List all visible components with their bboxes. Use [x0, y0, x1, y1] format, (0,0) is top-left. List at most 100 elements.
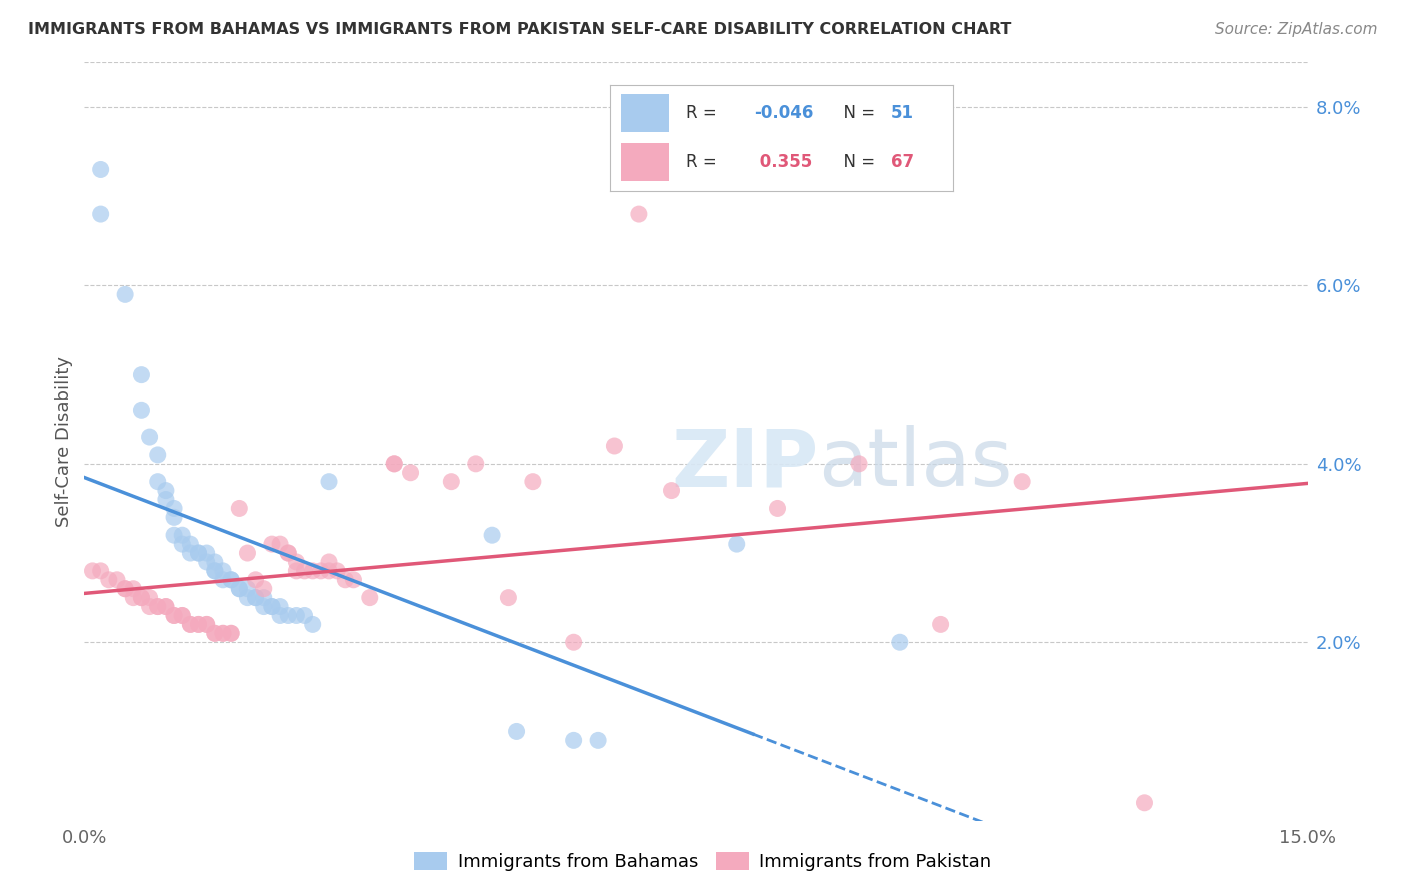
Point	[138, 591, 160, 605]
Point	[929, 617, 952, 632]
Point	[505, 724, 527, 739]
Legend: Immigrants from Bahamas, Immigrants from Pakistan: Immigrants from Bahamas, Immigrants from…	[408, 845, 998, 879]
Point	[481, 528, 503, 542]
Point	[464, 457, 486, 471]
Point	[163, 528, 186, 542]
Point	[90, 207, 112, 221]
Point	[131, 591, 153, 605]
Point	[285, 555, 308, 569]
Point	[155, 599, 177, 614]
Point	[236, 582, 259, 596]
Point	[399, 466, 422, 480]
Point	[195, 555, 218, 569]
Point	[114, 582, 136, 596]
Point	[245, 591, 267, 605]
Point	[253, 582, 276, 596]
Point	[195, 617, 218, 632]
Point	[1011, 475, 1033, 489]
Point	[277, 546, 299, 560]
Point	[260, 537, 283, 551]
Point	[146, 599, 169, 614]
Point	[146, 475, 169, 489]
Point	[219, 573, 242, 587]
Point	[114, 287, 136, 301]
Point	[285, 564, 308, 578]
Point	[260, 599, 283, 614]
Point	[146, 448, 169, 462]
Point	[146, 599, 169, 614]
Point	[766, 501, 789, 516]
Point	[179, 537, 201, 551]
Point	[318, 564, 340, 578]
Point	[627, 207, 650, 221]
Point	[204, 626, 226, 640]
Point	[155, 483, 177, 498]
Point	[179, 546, 201, 560]
Point	[359, 591, 381, 605]
Text: atlas: atlas	[818, 425, 1012, 503]
Point	[155, 599, 177, 614]
Point	[294, 564, 316, 578]
Point	[172, 537, 194, 551]
Point	[187, 617, 209, 632]
Point	[586, 733, 609, 747]
Point	[228, 582, 250, 596]
Text: Source: ZipAtlas.com: Source: ZipAtlas.com	[1215, 22, 1378, 37]
Point	[131, 403, 153, 417]
Point	[131, 368, 153, 382]
Point	[138, 599, 160, 614]
Point	[603, 439, 626, 453]
Point	[163, 608, 186, 623]
Point	[301, 617, 323, 632]
Point	[498, 591, 520, 605]
Point	[228, 501, 250, 516]
Point	[301, 564, 323, 578]
Point	[269, 537, 291, 551]
Point	[195, 617, 218, 632]
Point	[725, 537, 748, 551]
Point	[204, 555, 226, 569]
Point	[105, 573, 128, 587]
Point	[212, 564, 235, 578]
Point	[285, 608, 308, 623]
Point	[155, 492, 177, 507]
Point	[318, 555, 340, 569]
Point	[245, 573, 267, 587]
Point	[382, 457, 405, 471]
Point	[253, 599, 276, 614]
Point	[253, 591, 276, 605]
Point	[172, 608, 194, 623]
Text: ZIP: ZIP	[671, 425, 818, 503]
Point	[228, 582, 250, 596]
Point	[204, 626, 226, 640]
Point	[219, 626, 242, 640]
Point	[562, 733, 585, 747]
Point	[661, 483, 683, 498]
Point	[172, 608, 194, 623]
Point	[212, 626, 235, 640]
Point	[179, 617, 201, 632]
Point	[277, 546, 299, 560]
Point	[187, 617, 209, 632]
Point	[187, 546, 209, 560]
Point	[82, 564, 104, 578]
Point	[172, 528, 194, 542]
Point	[245, 591, 267, 605]
Text: IMMIGRANTS FROM BAHAMAS VS IMMIGRANTS FROM PAKISTAN SELF-CARE DISABILITY CORRELA: IMMIGRANTS FROM BAHAMAS VS IMMIGRANTS FR…	[28, 22, 1011, 37]
Point	[219, 626, 242, 640]
Point	[97, 573, 120, 587]
Point	[269, 599, 291, 614]
Point	[90, 564, 112, 578]
Point	[326, 564, 349, 578]
Point	[122, 582, 145, 596]
Point	[236, 546, 259, 560]
Point	[212, 573, 235, 587]
Point	[212, 626, 235, 640]
Point	[309, 564, 332, 578]
Point	[204, 564, 226, 578]
Point	[522, 475, 544, 489]
Point	[131, 591, 153, 605]
Point	[195, 546, 218, 560]
Point	[187, 546, 209, 560]
Point	[163, 501, 186, 516]
